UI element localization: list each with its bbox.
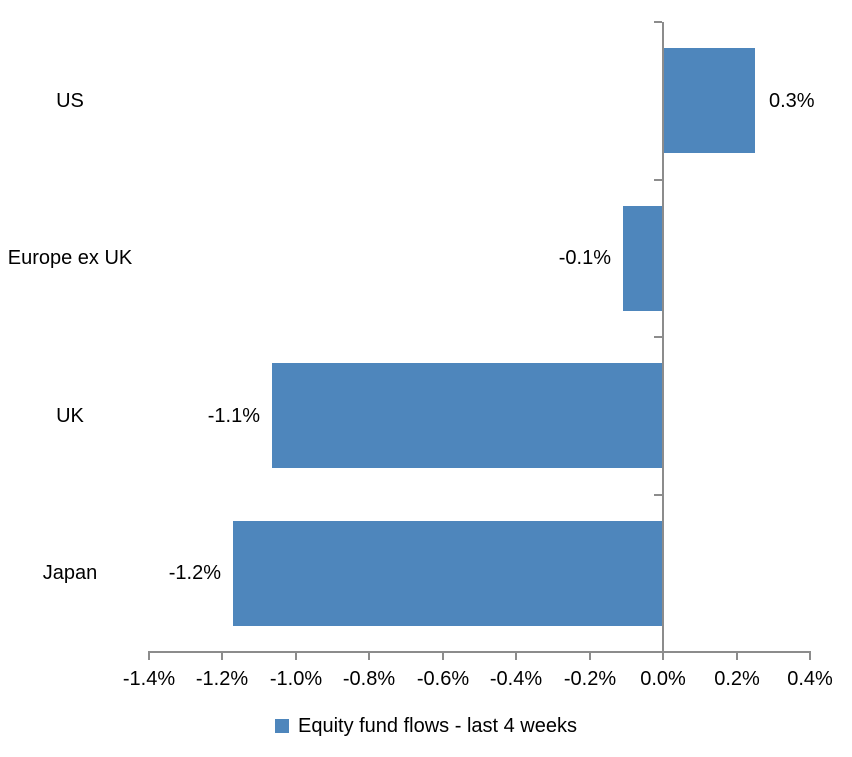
x-tick-label: -1.0%: [269, 668, 323, 690]
category-label-europe-ex-uk: Europe ex UK: [7, 247, 133, 269]
category-axis-tick-mark: [654, 494, 662, 496]
x-tick-label: 0.4%: [787, 668, 833, 690]
x-tick-label: 0.2%: [714, 668, 760, 690]
x-tick-label: -1.2%: [195, 668, 249, 690]
value-axis-tick-mark: [368, 652, 370, 660]
x-tick-label: -0.2%: [563, 668, 617, 690]
value-axis-tick-mark: [442, 652, 444, 660]
x-tick-label: -0.6%: [416, 668, 470, 690]
value-axis-line: [148, 651, 811, 653]
bar-japan: [233, 521, 663, 626]
legend: Equity fund flows - last 4 weeks: [0, 714, 852, 738]
x-tick-label: -0.8%: [342, 668, 396, 690]
bar-us: [663, 48, 755, 153]
value-axis-tick-mark: [515, 652, 517, 660]
value-axis-tick-mark: [809, 652, 811, 660]
value-axis-tick-mark: [736, 652, 738, 660]
data-label-us: 0.3%: [769, 90, 815, 112]
legend-series-label: Equity fund flows - last 4 weeks: [297, 715, 577, 737]
category-label-japan: Japan: [42, 562, 98, 584]
value-axis-tick-mark: [589, 652, 591, 660]
category-axis-tick-mark: [654, 336, 662, 338]
data-label-uk: -1.1%: [207, 405, 260, 427]
category-axis-tick-mark: [654, 21, 662, 23]
x-tick-label: 0.0%: [640, 668, 686, 690]
value-axis-tick-mark: [662, 652, 664, 660]
category-label-uk: UK: [56, 405, 84, 427]
bar-europe-ex-uk: [623, 206, 663, 311]
x-tick-label: -0.4%: [489, 668, 543, 690]
value-axis-tick-mark: [221, 652, 223, 660]
category-label-us: US: [56, 90, 84, 112]
value-axis-tick-mark: [148, 652, 150, 660]
legend-series-swatch-icon: [274, 719, 289, 733]
category-axis-line: [662, 22, 664, 660]
x-tick-label: -1.4%: [122, 668, 176, 690]
bar-uk: [272, 363, 663, 468]
data-label-japan: -1.2%: [168, 562, 221, 584]
value-axis-tick-mark: [295, 652, 297, 660]
category-axis-tick-mark: [654, 179, 662, 181]
data-label-europe-ex-uk: -0.1%: [558, 247, 611, 269]
